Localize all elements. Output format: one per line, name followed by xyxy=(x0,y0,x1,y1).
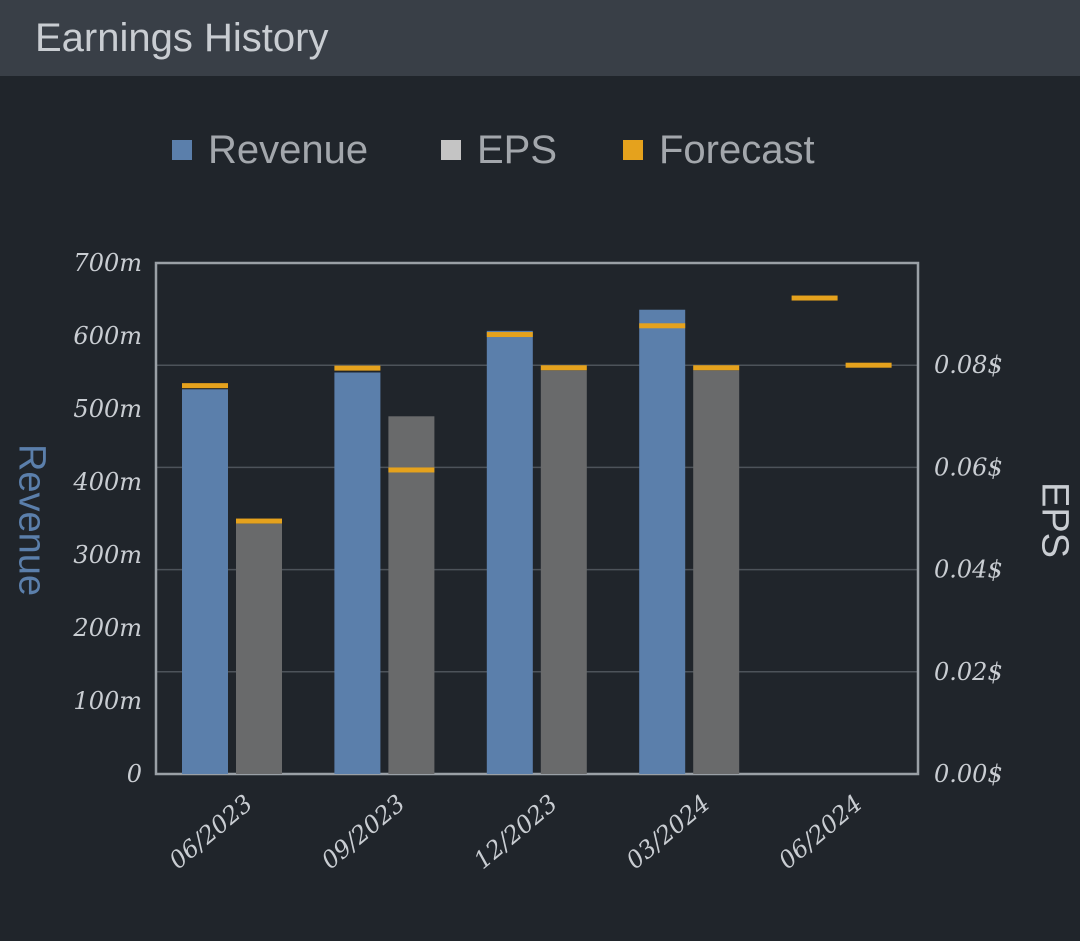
x-tick-label: 06/2023 xyxy=(164,789,258,875)
y-tick-right: 0.02$ xyxy=(934,658,1003,686)
y-tick-right: 0.04$ xyxy=(934,556,1003,584)
y-tick-left: 600m xyxy=(73,322,142,350)
revenue-bar xyxy=(182,389,228,774)
x-tick-label: 09/2023 xyxy=(316,789,410,875)
eps-bar xyxy=(236,523,282,774)
y-tick-left: 400m xyxy=(72,468,142,496)
revenue-forecast-mark xyxy=(639,323,686,329)
plot-border xyxy=(154,261,920,776)
revenue-bar xyxy=(639,309,686,774)
y-tick-left: 300m xyxy=(73,541,142,569)
legend-item-forecast[interactable]: Forecast xyxy=(623,128,815,172)
eps-bar xyxy=(693,370,740,774)
legend-item-revenue[interactable]: Revenue xyxy=(172,128,368,172)
y-tick-right: 0.06$ xyxy=(934,453,1003,481)
legend-label-revenue: Revenue xyxy=(208,127,369,172)
revenue-forecast-mark xyxy=(791,295,838,301)
x-tick-label: 03/2024 xyxy=(621,789,715,875)
y-tick-left: 0 xyxy=(127,760,142,788)
y-tick-left: 100m xyxy=(73,687,142,715)
eps-forecast-mark xyxy=(540,365,587,371)
eps-bar xyxy=(540,370,587,774)
y-tick-right: 0.08$ xyxy=(934,351,1003,379)
eps-forecast-mark xyxy=(388,467,435,473)
header-bar: Earnings History xyxy=(0,0,1080,76)
revenue-forecast-mark xyxy=(486,332,533,338)
y-tick-left: 500m xyxy=(73,395,142,423)
y-tick-right: 0.00$ xyxy=(934,760,1003,788)
y-tick-left: 200m xyxy=(72,614,142,642)
legend-label-eps: EPS xyxy=(477,127,558,172)
revenue-bar xyxy=(334,372,381,774)
legend-swatch-forecast xyxy=(623,140,643,160)
eps-forecast-mark xyxy=(693,365,740,371)
y-tick-left: 700m xyxy=(73,249,142,277)
revenue-forecast-mark xyxy=(182,383,228,389)
eps-forecast-mark xyxy=(236,518,282,524)
legend-swatch-eps xyxy=(441,140,461,160)
revenue-bar xyxy=(486,330,533,774)
y-axis-title-right: EPS xyxy=(1033,481,1076,559)
x-tick-label: 12/2023 xyxy=(468,789,562,875)
eps-forecast-mark xyxy=(845,362,892,368)
legend-swatch-revenue xyxy=(172,140,192,160)
legend-item-eps[interactable]: EPS xyxy=(441,128,557,172)
page-title: Earnings History xyxy=(35,16,329,60)
legend-label-forecast: Forecast xyxy=(659,127,815,172)
x-tick-label: 06/2024 xyxy=(773,789,867,875)
revenue-forecast-mark xyxy=(334,365,381,371)
eps-bar xyxy=(388,416,435,774)
y-axis-title-left: Revenue xyxy=(10,443,53,597)
